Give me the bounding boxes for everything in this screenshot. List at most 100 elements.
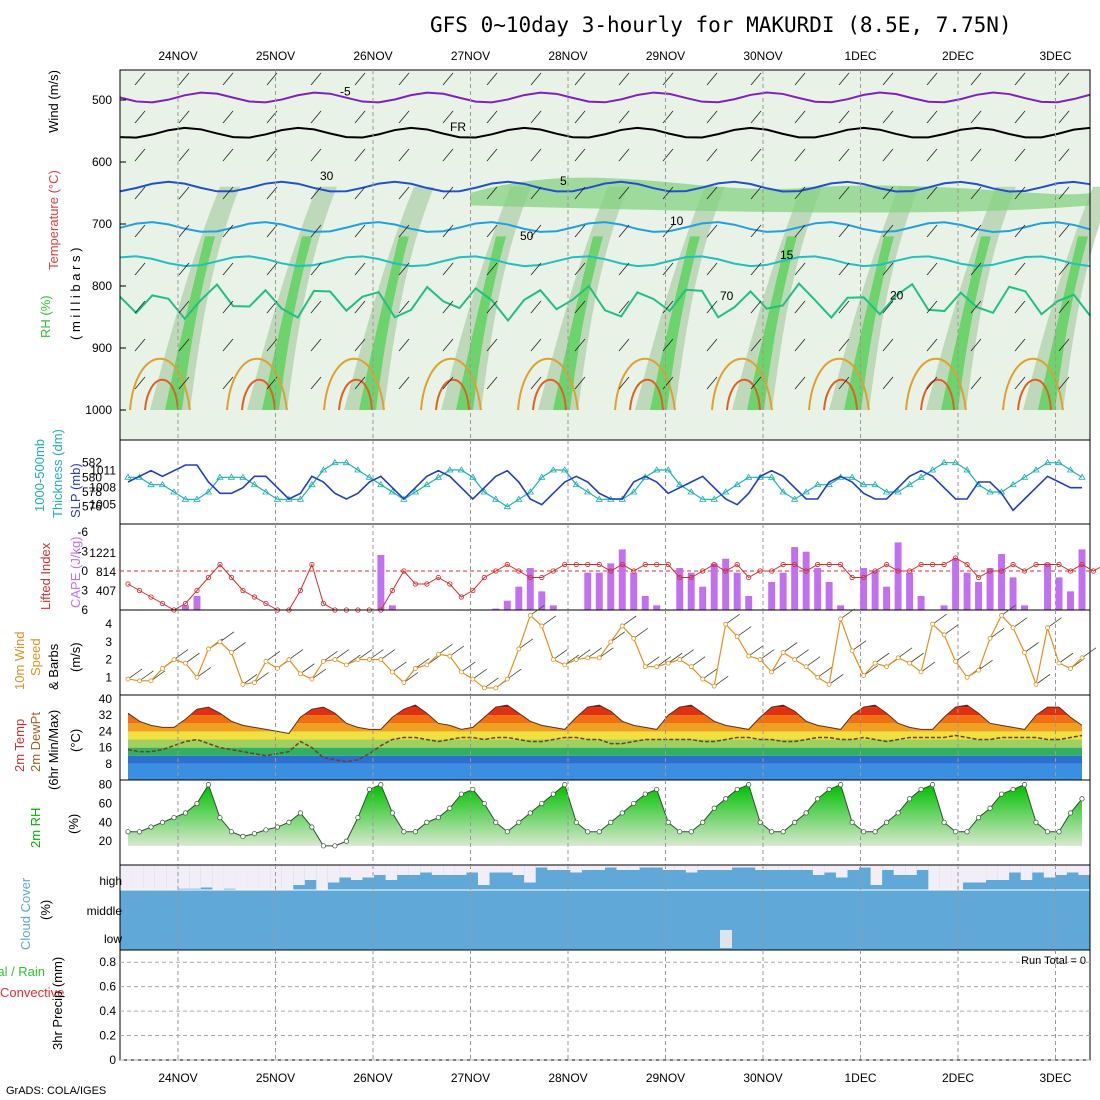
wind-barb [706,186,718,200]
wind-barb [574,186,586,200]
temp-line [127,704,1083,734]
wind-barb [398,376,410,390]
lifted-index-point [688,574,694,581]
cloud-high-bar [524,865,536,883]
thickness-point [710,495,718,502]
wind10m-barb [748,645,763,657]
cape-bar [952,558,960,610]
lifted-index-point [481,574,487,581]
thickness-unit-label: Thickness (dm) [50,429,65,518]
top-date-label: 27NOV [451,49,490,63]
li-tick: -3 [77,545,88,559]
wind-barb [486,148,498,162]
thickness-point [986,488,994,495]
rh-point [872,829,878,835]
rh-point [585,829,591,835]
wind-barb [618,148,630,162]
cloud-high-bar [847,865,860,870]
temp-band [128,705,1082,708]
cloud-high-bar [997,865,1010,880]
panel-frame [119,439,1091,525]
rh-tick: 40 [99,815,113,829]
wind-barb [662,224,674,238]
cloud-high-bar [212,865,224,890]
thickness-point [698,495,707,502]
wind-barb [398,110,410,124]
thickness-point [1009,480,1017,488]
cape-bar [641,596,649,610]
cloud-high-bar [1020,865,1033,880]
cloud-high-bar [697,865,709,870]
cloud-high-bar [1055,865,1067,875]
wind-barb [310,224,322,238]
cape-bar [791,547,799,610]
wind-barb [618,110,630,124]
rh-point [723,796,729,802]
cape-tick: 407 [96,584,116,598]
rh-point [895,810,901,816]
rh-point [159,819,166,825]
cloud-high-bar [685,865,698,873]
thickness-point [917,473,925,480]
cloud-high-bar [293,865,305,885]
wind-barb [1014,224,1026,238]
wind-barb [1058,186,1070,200]
wind10m-barb [840,608,855,620]
rh-point [539,800,545,807]
temp-tick: 8 [105,757,112,771]
lifted-index-point [205,574,212,581]
cloud-high-bar [154,865,167,890]
li-tick: 3 [81,584,88,598]
rh-point [1079,796,1085,802]
thickness-point [480,488,489,495]
wind-barb [926,262,938,276]
cape-bar [768,582,776,610]
wind10m-barb [1024,642,1039,653]
cloud-high-bar [131,865,144,890]
wind-barb [222,300,234,314]
rh-point [447,805,453,811]
wind-barb [794,110,806,124]
rh-point [355,815,361,821]
thickness-point [1066,466,1075,473]
thickness-label: 1000-500mb [32,439,47,512]
top-date-label: 30NOV [743,49,782,63]
lifted-index-point [780,561,786,568]
wind10m-point [872,660,878,666]
rh-high-shade [456,236,506,410]
wind-barb [442,148,454,162]
cape-bar [526,568,534,610]
wind-barb [926,110,938,124]
top-date-axis: 24NOV 25NOV 26NOV 27NOV 28NOV 29NOV 30NOV 1DEC 2… [158,49,1072,63]
wind-barb [618,72,630,86]
thickness-point [940,458,948,466]
cape-bar [1067,591,1074,610]
cloud-high-bar [235,865,248,890]
cape-bar [549,605,557,610]
rh-point [481,800,487,807]
wind-barb [222,376,234,390]
wind-barb [486,110,498,124]
wind10m-point [229,650,234,655]
wind10m-barb [1058,652,1074,664]
thickness-point [1043,458,1052,466]
wind10m-point [608,639,614,645]
rh-point [711,805,717,811]
wind10m-point [263,658,269,664]
wind10m-point [573,657,579,662]
wind-barb [1014,338,1026,352]
wind10m-barb [1047,617,1062,629]
cape-bar [986,568,994,610]
cape-bar [503,600,511,610]
wind-barb [970,262,982,276]
wind10m-barb [541,615,557,627]
isotherm-line [119,180,1091,193]
cloud-high-bar [674,865,686,870]
wind10m-barb [725,613,740,625]
thickness-point [813,480,822,488]
thickness-point [1020,473,1029,480]
cape-bar [837,605,845,610]
cape-bar [515,586,523,610]
wind-barb [882,72,894,86]
rh-point [642,791,648,797]
